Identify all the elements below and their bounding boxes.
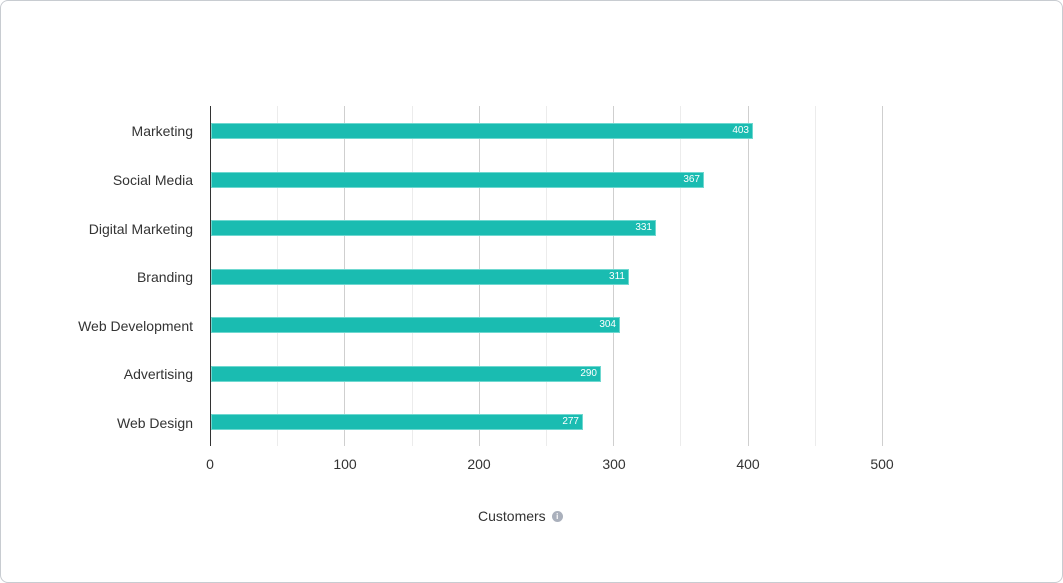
x-axis-title: Customers i bbox=[478, 508, 563, 524]
x-tick-label: 200 bbox=[467, 456, 491, 472]
category-label: Marketing bbox=[131, 123, 193, 139]
category-label: Branding bbox=[136, 269, 193, 285]
bar-value-label: 277 bbox=[562, 416, 579, 427]
bar-digital-marketing[interactable]: 331 bbox=[211, 220, 656, 236]
category-label: Advertising bbox=[123, 366, 193, 382]
bar-value-label: 367 bbox=[683, 174, 700, 185]
category-label: Web Development bbox=[78, 318, 193, 334]
x-tick-label: 400 bbox=[736, 456, 760, 472]
x-tick-label: 100 bbox=[333, 456, 357, 472]
bar-web-development[interactable]: 304 bbox=[211, 317, 620, 333]
y-axis-line bbox=[210, 106, 211, 446]
bar-value-label: 304 bbox=[599, 319, 616, 330]
x-axis-title-text: Customers bbox=[478, 508, 546, 524]
bar-advertising[interactable]: 290 bbox=[211, 366, 601, 382]
gridline-minor bbox=[680, 106, 681, 446]
gridline bbox=[882, 106, 883, 446]
category-label: Social Media bbox=[112, 172, 193, 188]
bar-value-label: 331 bbox=[635, 222, 652, 233]
bar-web-design[interactable]: 277 bbox=[211, 414, 583, 430]
x-tick-label: 0 bbox=[206, 456, 214, 472]
gridline-minor bbox=[815, 106, 816, 446]
bar-marketing[interactable]: 403 bbox=[211, 123, 753, 139]
bar-value-label: 311 bbox=[609, 271, 625, 282]
bar-value-label: 290 bbox=[580, 368, 597, 379]
x-tick-label: 300 bbox=[602, 456, 626, 472]
bar-branding[interactable]: 311 bbox=[211, 269, 629, 285]
x-tick-label: 500 bbox=[870, 456, 894, 472]
gridline bbox=[748, 106, 749, 446]
bar-social-media[interactable]: 367 bbox=[211, 172, 704, 188]
bar-value-label: 403 bbox=[732, 125, 749, 136]
category-label: Digital Marketing bbox=[88, 221, 193, 237]
info-icon[interactable]: i bbox=[551, 510, 563, 522]
category-label: Web Design bbox=[116, 415, 193, 431]
